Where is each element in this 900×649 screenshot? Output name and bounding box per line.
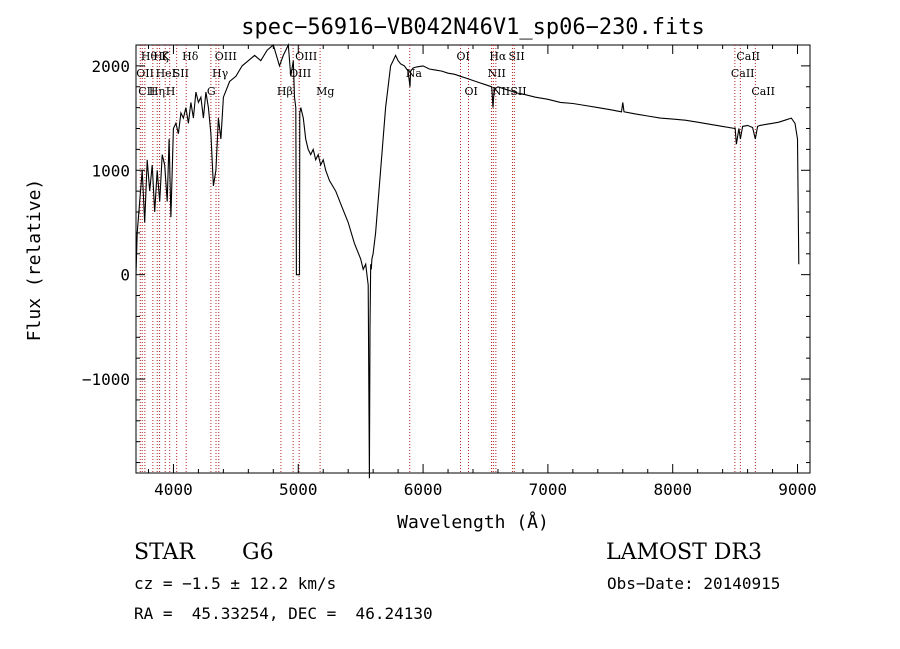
line-marker-label-24: SII bbox=[510, 85, 526, 98]
line-marker-label-20: NII bbox=[487, 67, 505, 80]
line-marker-label-19: OI bbox=[465, 85, 478, 98]
line-marker-label-11: Hγ bbox=[212, 67, 229, 80]
survey-name: LAMOST DR3 bbox=[606, 540, 762, 565]
object-subclass: G6 bbox=[242, 540, 274, 565]
y-tick-label-0: 0 bbox=[120, 266, 130, 285]
y-tick-label-2: 2000 bbox=[91, 57, 130, 76]
chart-title: spec−56916−VB042N46V1_sp06−230.fits bbox=[241, 15, 705, 40]
line-marker-label-5: HeI bbox=[156, 67, 176, 80]
line-marker-label-1: CII bbox=[138, 85, 155, 98]
line-marker-label-4: Hζ bbox=[153, 50, 169, 63]
observation-date: Obs−Date: 20140915 bbox=[607, 574, 781, 593]
line-marker-label-16: Mg bbox=[316, 85, 334, 98]
line-marker-label-13: Hβ bbox=[277, 85, 293, 98]
line-marker-label-10: G bbox=[207, 85, 216, 98]
object-class: STAR bbox=[134, 540, 195, 565]
line-marker-label-2: Hθ bbox=[141, 50, 158, 63]
line-marker-label-21: Hα bbox=[489, 50, 507, 63]
line-marker-label-3: Hη bbox=[149, 85, 165, 98]
line-marker-label-14: OIII bbox=[289, 67, 311, 80]
line-marker-label-9: Hδ bbox=[182, 50, 199, 63]
redshift-velocity: cz = −1.5 ± 12.2 km/s bbox=[134, 574, 337, 593]
x-tick-label-2: 6000 bbox=[404, 480, 443, 499]
line-marker-label-0: OII bbox=[136, 67, 154, 80]
x-tick-label-5: 9000 bbox=[778, 480, 817, 499]
spectral-line-markers: OII CII Hθ Hη Hζ HeI K H SII Hδ G Hγ OIII Hβ OIII OIII M… bbox=[136, 45, 775, 473]
line-marker-label-23: SII bbox=[508, 50, 524, 63]
line-marker-label-15: OIII bbox=[295, 50, 317, 63]
line-marker-label-26: CaII bbox=[736, 50, 760, 63]
x-tick-label-3: 7000 bbox=[529, 480, 568, 499]
line-marker-label-6: K bbox=[161, 50, 170, 63]
line-marker-label-25: CaII bbox=[731, 67, 755, 80]
line-marker-label-18: OI bbox=[457, 50, 470, 63]
line-marker-label-7: H bbox=[166, 85, 176, 98]
line-marker-label-27: CaII bbox=[751, 85, 775, 98]
line-marker-label-12: OIII bbox=[215, 50, 237, 63]
y-tick-label-1: 1000 bbox=[91, 161, 130, 180]
line-marker-label-8: SII bbox=[173, 67, 189, 80]
x-tick-label-1: 5000 bbox=[279, 480, 318, 499]
spectrum-series bbox=[135, 42, 800, 479]
plot-frame bbox=[135, 44, 811, 474]
y-tick-label-3: −1000 bbox=[82, 370, 130, 389]
y-axis-label: Flux (relative) bbox=[24, 179, 45, 342]
spectrum-line-0 bbox=[135, 42, 800, 479]
axis-ticks: 4000 5000 6000 7000 8000 9000 0 1000 2000 −1000 bbox=[82, 44, 817, 499]
x-tick-label-4: 8000 bbox=[653, 480, 692, 499]
x-tick-label-0: 4000 bbox=[154, 480, 193, 499]
x-axis-label: Wavelength (Å) bbox=[397, 511, 549, 533]
coordinates: RA = 45.33254, DEC = 46.24130 bbox=[134, 604, 433, 623]
